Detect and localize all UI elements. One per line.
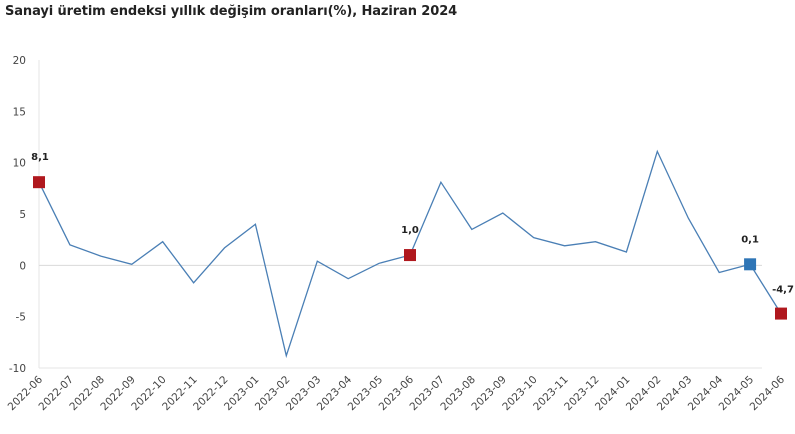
highlight-markers: 8,1 1,0 0,1 -4,7 — [31, 152, 794, 320]
y-tick-label: 0 — [19, 260, 26, 272]
data-label: 0,1 — [741, 234, 759, 245]
y-tick-label: 15 — [13, 106, 26, 118]
x-tick-label: 2024-06 — [748, 373, 788, 413]
data-label: 8,1 — [31, 152, 49, 163]
x-axis: 2022-062022-072022-082022-092022-102022-… — [6, 373, 788, 413]
blue-square-marker — [744, 258, 757, 271]
y-tick-label: -5 — [16, 312, 26, 324]
data-label: 1,0 — [401, 225, 419, 236]
red-square-marker — [404, 249, 416, 262]
y-tick-label: 10 — [13, 158, 26, 170]
y-tick-label: 5 — [19, 209, 26, 221]
y-axis: 20 15 10 5 0 -5 -10 — [9, 55, 762, 375]
red-square-marker — [775, 307, 787, 320]
y-tick-label: -10 — [9, 363, 26, 375]
data-label: -4,7 — [772, 285, 794, 296]
y-tick-label: 20 — [13, 55, 26, 67]
chart-title: Sanayi üretim endeksi yıllık değişim ora… — [5, 4, 458, 19]
red-square-marker — [33, 176, 45, 189]
